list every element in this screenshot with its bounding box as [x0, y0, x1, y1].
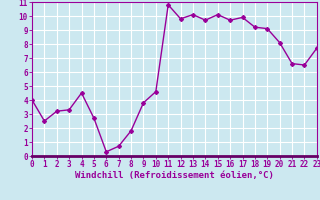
- X-axis label: Windchill (Refroidissement éolien,°C): Windchill (Refroidissement éolien,°C): [75, 171, 274, 180]
